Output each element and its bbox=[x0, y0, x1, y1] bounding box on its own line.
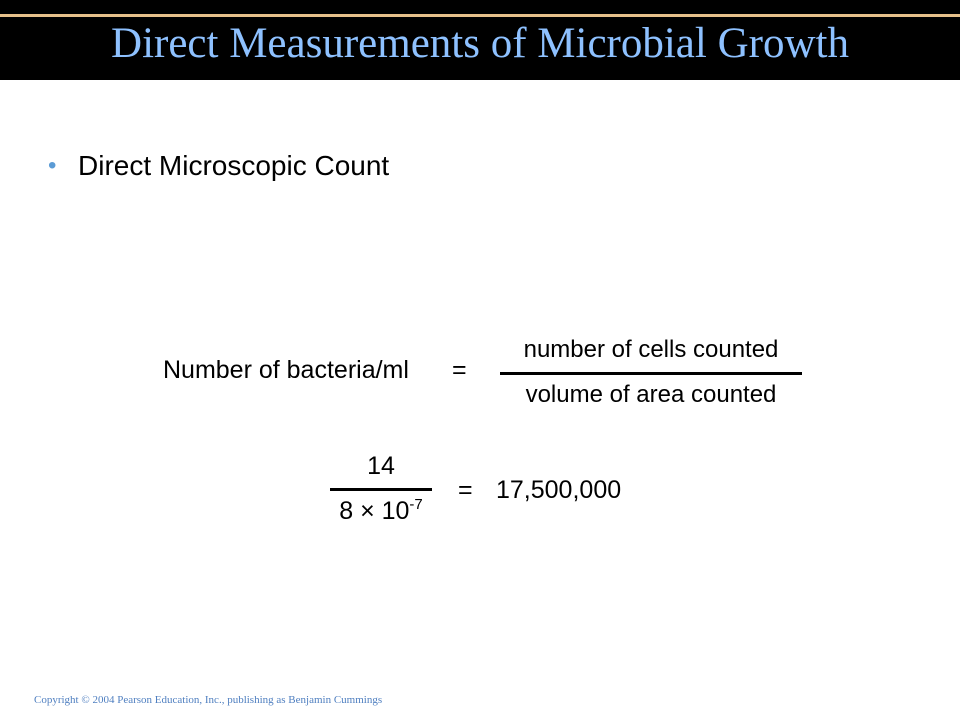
calc-numerator: 14 bbox=[367, 452, 395, 480]
fraction-bar bbox=[500, 372, 802, 375]
calc-denominator: 8 × 10-7 bbox=[326, 496, 436, 526]
title-accent-line bbox=[0, 14, 960, 17]
equals-sign: = bbox=[452, 356, 467, 384]
bullet-marker: • bbox=[48, 152, 57, 179]
slide-title: Direct Measurements of Microbial Growth bbox=[111, 20, 849, 67]
result-value: 17,500,000 bbox=[496, 476, 622, 504]
result-equals-sign: = bbox=[458, 476, 473, 504]
fraction-numerator: number of cells counted bbox=[523, 336, 779, 363]
bullet-text: Direct Microscopic Count bbox=[78, 150, 390, 181]
calc-fraction-bar bbox=[330, 488, 432, 491]
calc-denominator-base: 8 × 10 bbox=[339, 497, 410, 525]
fraction-denominator: volume of area counted bbox=[525, 381, 777, 408]
title-bar: Direct Measurements of Microbial Growth bbox=[0, 0, 960, 80]
bullet-item: • Direct Microscopic Count bbox=[48, 146, 389, 186]
equation-label: Number of bacteria/ml bbox=[163, 356, 409, 384]
copyright-footer: Copyright © 2004 Pearson Education, Inc.… bbox=[34, 694, 383, 706]
calc-denominator-exponent: -7 bbox=[409, 496, 423, 513]
